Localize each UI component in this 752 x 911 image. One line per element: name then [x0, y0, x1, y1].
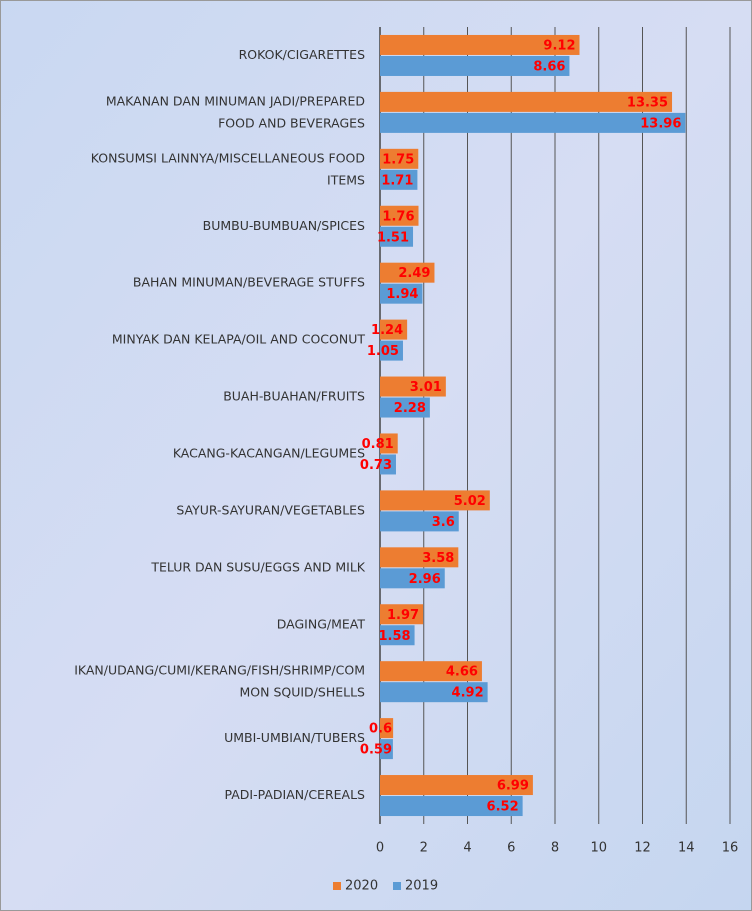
x-tick-label: 16	[722, 841, 739, 856]
bar	[380, 433, 398, 454]
data-label: 1.24	[371, 323, 403, 338]
data-label: 1.97	[387, 608, 419, 623]
data-label: 2.49	[398, 266, 430, 281]
data-label: 3.01	[410, 380, 442, 395]
bar	[380, 91, 673, 112]
bar	[380, 397, 430, 418]
bar	[380, 625, 415, 646]
data-label: 1.75	[382, 152, 414, 167]
bar	[380, 511, 459, 532]
data-label: 1.05	[367, 344, 399, 359]
data-label: 13.35	[627, 95, 668, 110]
bar	[380, 490, 490, 511]
data-label: 0.81	[362, 437, 394, 452]
category-label: BAHAN MINUMAN/BEVERAGE STUFFS	[133, 275, 365, 290]
category-label: PADI-PADIAN/CEREALS	[225, 787, 366, 802]
bar	[380, 226, 414, 247]
legend-label: 2019	[405, 879, 438, 894]
bar	[380, 262, 435, 283]
data-label: 4.66	[446, 665, 478, 680]
bar	[380, 283, 423, 304]
bar	[380, 319, 408, 340]
bar	[380, 568, 445, 589]
data-label: 6.52	[487, 800, 519, 815]
data-label: 0.59	[360, 743, 392, 758]
x-tick-label: 4	[463, 841, 471, 856]
data-label: 0.73	[360, 458, 392, 473]
category-label: KACANG-KACANGAN/LEGUMES	[173, 445, 365, 460]
x-tick-label: 0	[376, 841, 384, 856]
x-tick-label: 10	[590, 841, 607, 856]
bar	[380, 739, 393, 760]
bar	[380, 604, 424, 625]
bar	[380, 112, 686, 133]
data-label: 0.6	[369, 722, 392, 737]
bar	[380, 454, 396, 475]
bar	[380, 169, 418, 190]
bar	[380, 718, 394, 739]
data-label: 1.76	[382, 209, 414, 224]
category-label: DAGING/MEAT	[277, 616, 366, 631]
data-label: 2.96	[409, 572, 441, 587]
legend-swatch	[393, 882, 401, 890]
category-label: BUAH-BUAHAN/FRUITS	[223, 389, 365, 404]
data-label: 1.94	[386, 287, 418, 302]
x-tick-label: 6	[507, 841, 515, 856]
category-label: MINYAK DAN KELAPA/OIL AND COCONUT	[112, 332, 365, 347]
legend-swatch	[333, 882, 341, 890]
x-tick-label: 14	[678, 841, 695, 856]
data-label: 1.58	[378, 629, 410, 644]
category-label: ROKOK/CIGARETTES	[239, 47, 365, 62]
data-label: 3.6	[432, 515, 455, 530]
bar	[380, 661, 482, 682]
category-label: IKAN/UDANG/CUMI/KERANG/FISH/SHRIMP/COM MO…	[74, 662, 365, 699]
bar	[380, 55, 570, 76]
data-label: 8.66	[533, 59, 565, 74]
category-label: UMBI-UMBIAN/TUBERS	[224, 730, 365, 745]
category-label: MAKANAN DAN MINUMAN JADI/PREPARED FOOD AN…	[106, 93, 365, 130]
bar	[380, 796, 523, 817]
legend-label: 2020	[345, 879, 378, 894]
bar	[380, 148, 419, 169]
category-label: BUMBU-BUMBUAN/SPICES	[203, 218, 365, 233]
x-tick-label: 8	[551, 841, 559, 856]
data-label: 9.12	[543, 38, 575, 53]
data-label: 6.99	[497, 779, 529, 794]
x-tick-label: 2	[420, 841, 428, 856]
x-tick-label: 12	[634, 841, 651, 856]
category-label: SAYUR-SAYURAN/VEGETABLES	[176, 502, 365, 517]
bar	[380, 682, 488, 703]
data-label: 1.71	[381, 173, 413, 188]
bar	[380, 376, 446, 397]
data-label: 5.02	[454, 494, 486, 509]
bar	[380, 340, 403, 361]
data-label: 3.58	[422, 551, 454, 566]
bar	[380, 775, 533, 796]
data-label: 13.96	[640, 116, 681, 131]
bar	[380, 34, 580, 55]
bar	[380, 205, 419, 226]
category-label: TELUR DAN SUSU/EGGS AND MILK	[150, 559, 365, 574]
data-label: 4.92	[452, 686, 484, 701]
data-label: 1.51	[377, 230, 409, 245]
bar	[380, 547, 459, 568]
category-label: KONSUMSI LAINNYA/MISCELLANEOUS FOOD ITEMS	[91, 150, 365, 187]
data-label: 2.28	[394, 401, 426, 416]
